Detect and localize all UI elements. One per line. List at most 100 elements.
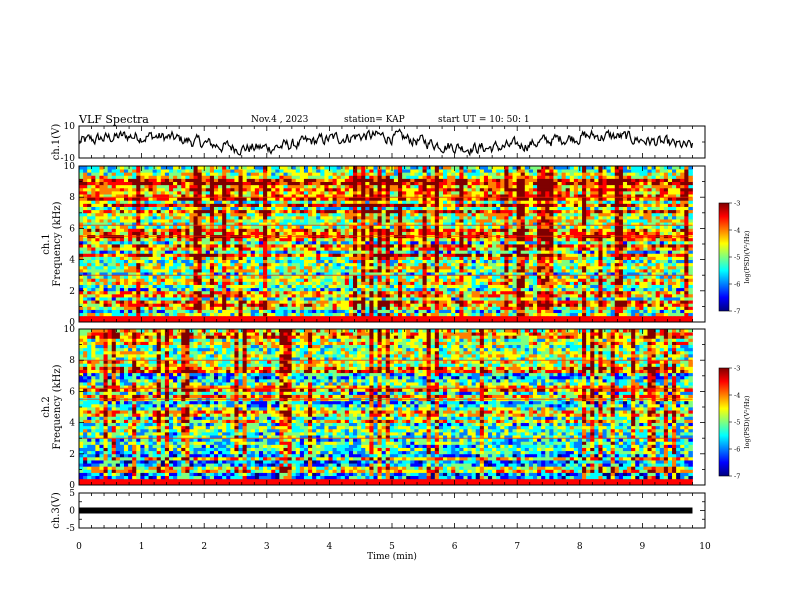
spectrogram-cell	[553, 303, 558, 307]
spectrogram-cell	[532, 306, 538, 310]
spectrogram-cell	[569, 297, 575, 301]
spectrogram-cell	[524, 306, 530, 310]
spectrogram-cell	[258, 300, 264, 304]
spectrogram-cell	[459, 262, 464, 267]
spectrogram-cell	[610, 297, 616, 301]
spectrogram-cell	[463, 256, 468, 260]
spectrogram-cell	[381, 315, 387, 320]
spectrogram-cell	[565, 240, 571, 245]
spectrogram-cell	[487, 315, 493, 320]
spectrogram-cell	[532, 284, 538, 289]
spectrogram-cell	[667, 281, 673, 285]
spectrogram-cell	[348, 222, 354, 226]
spectrogram-cell	[230, 284, 235, 289]
spectrogram-cell	[631, 231, 636, 236]
spectrogram-cell	[479, 268, 485, 273]
spectrogram-cell	[606, 303, 612, 307]
spectrogram-cell	[565, 303, 571, 307]
spectrogram-cell	[369, 240, 374, 245]
spectrogram-cell	[79, 240, 84, 245]
spectrogram-cell	[91, 278, 96, 282]
spectrogram-cell	[275, 222, 280, 226]
spectrogram-cell	[234, 222, 239, 226]
spectrogram-cell	[258, 284, 264, 289]
spectrogram-cell	[422, 293, 428, 298]
spectrogram-cell	[83, 290, 88, 295]
spectrogram-cell	[111, 240, 117, 245]
spectrogram-cell	[471, 265, 477, 270]
spectrogram-cell	[667, 272, 673, 276]
spectrogram-cell	[213, 275, 219, 279]
spectrogram-cell	[87, 262, 92, 267]
spectrogram-cell	[381, 318, 387, 323]
spectrogram-cell	[119, 259, 125, 264]
spectrogram-cell	[610, 300, 616, 304]
spectrogram-cell	[680, 309, 685, 314]
spectrogram-cell	[99, 275, 104, 279]
spectrogram-cell	[377, 300, 383, 304]
spectrogram-cell	[348, 256, 354, 260]
spectrogram-cell	[336, 293, 342, 298]
spectrogram-cell	[663, 290, 669, 295]
spectrogram-cell	[123, 284, 129, 289]
spectrogram-cell	[181, 250, 186, 254]
spectrogram-cell	[520, 240, 526, 245]
spectrogram-cell	[213, 265, 219, 270]
spectrogram-cell	[655, 281, 661, 285]
spectrogram-cell	[606, 275, 612, 279]
spectrogram-cell	[655, 222, 661, 226]
spectrogram-cell	[483, 284, 489, 289]
spectrogram-cell	[181, 312, 186, 317]
spectrogram-cell	[434, 312, 440, 317]
spectrogram-cell	[160, 265, 166, 270]
spectrogram-cell	[467, 306, 473, 310]
spectrogram-cell	[598, 231, 603, 236]
spectrogram-cell	[148, 268, 154, 273]
spectrogram-cell	[132, 281, 137, 285]
spectrogram-cell	[508, 237, 513, 242]
spectrogram-cell	[684, 318, 689, 323]
spectrogram-cell	[430, 297, 436, 301]
spectrogram-cell	[586, 306, 591, 310]
spectrogram-cell	[115, 275, 121, 279]
spectrogram-cell	[369, 222, 374, 226]
spectrogram-cell	[467, 287, 473, 292]
spectrogram-cell	[451, 303, 456, 307]
spectrogram-cell	[610, 278, 616, 282]
spectrogram-cell	[234, 265, 239, 270]
spectrogram-cell	[308, 297, 313, 301]
spectrogram-cell	[164, 231, 170, 236]
spectrogram-cell	[500, 275, 505, 279]
spectrogram-cell	[132, 309, 137, 314]
spectrogram-cell	[504, 228, 509, 232]
spectrogram-cell	[430, 247, 436, 251]
spectrogram-cell	[406, 231, 411, 236]
spectrogram-cell	[246, 293, 252, 298]
spectrogram-cell	[87, 278, 92, 282]
spectrogram-cell	[414, 222, 419, 226]
spectrogram-cell	[406, 240, 411, 245]
spectrogram-cell	[516, 262, 522, 267]
spectrogram-cell	[361, 312, 366, 317]
spectrogram-cell	[238, 275, 243, 279]
spectrogram-cell	[348, 278, 354, 282]
spectrogram-cell	[164, 275, 170, 279]
spectrogram-cell	[291, 244, 297, 248]
spectrogram-cell	[475, 228, 481, 232]
spectrogram-cell	[238, 265, 243, 270]
spectrogram-cell	[492, 259, 497, 264]
spectrogram-cell	[553, 250, 558, 254]
spectrogram-cell	[87, 281, 92, 285]
spectrogram-cell	[680, 312, 685, 317]
spectrogram-cell	[537, 272, 542, 276]
spectrogram-cell	[528, 262, 534, 267]
spectrogram-cell	[410, 222, 415, 226]
spectrogram-cell	[577, 297, 583, 301]
spectrogram-cell	[565, 278, 571, 282]
spectrogram-cell	[549, 265, 554, 270]
spectrogram-cell	[426, 275, 432, 279]
spectrogram-cell	[663, 300, 669, 304]
spectrogram-cell	[426, 240, 432, 245]
spectrogram-cell	[643, 259, 648, 264]
spectrogram-cell	[209, 287, 215, 292]
